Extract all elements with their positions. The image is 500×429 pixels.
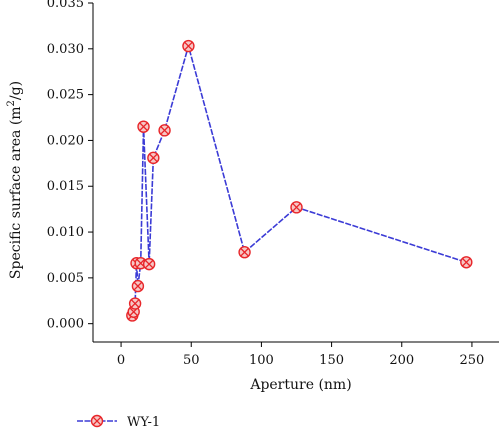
data-point [142,257,156,271]
legend: WY-1 [77,414,160,429]
y-tick-label: 0.020 [47,133,84,148]
x-tick-label: 0 [117,353,125,368]
data-point [131,279,145,293]
series-line-wy-1 [131,43,467,316]
x-tick-label: 200 [389,353,414,368]
y-axis-title-end: /g) [8,81,24,100]
x-axis-title: Aperture (nm) [249,377,351,393]
data-point [137,120,150,133]
data-point [290,201,303,214]
data-point [182,39,195,53]
x-tick-label: 250 [460,353,485,368]
x-tick-label: 150 [319,353,344,368]
data-point [147,151,160,165]
series-layer [126,39,473,322]
data-point [460,256,473,269]
x-tick-label: 100 [249,353,274,368]
data-point [128,297,142,310]
y-tick-label: 0.035 [47,0,84,11]
y-axis-title: Specific surface area (m2/g) [6,81,24,279]
y-axis-ticks: 0.000 0.005 0.010 0.015 0.020 0.025 0.030 0.035 [47,0,93,332]
x-tick-label: 50 [183,353,200,368]
y-tick-label: 0.000 [47,317,84,332]
y-tick-label: 0.005 [47,271,84,286]
y-tick-label: 0.010 [47,225,84,240]
y-tick-label: 0.015 [47,179,84,194]
y-axis-title-main: Specific surface area (m [8,106,24,279]
y-tick-label: 0.025 [47,88,84,103]
data-point [158,124,171,137]
data-point [238,246,251,259]
y-tick-label: 0.030 [47,42,84,57]
plot-frame [92,3,499,343]
x-axis-ticks: 0 50 100 150 200 250 [117,342,484,368]
y-axis-title-superscript: 2 [6,100,17,106]
legend-marker [90,414,104,428]
legend-label: WY-1 [127,415,160,429]
